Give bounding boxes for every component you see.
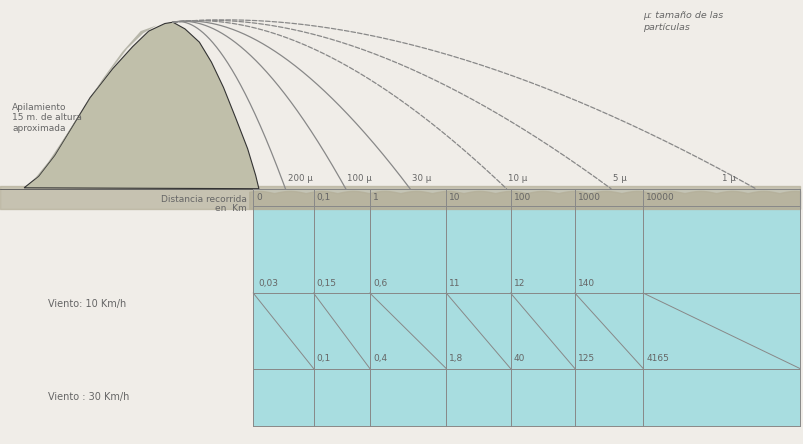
Text: 12: 12 <box>513 279 524 288</box>
Text: 0,15: 0,15 <box>316 279 336 288</box>
Text: 140: 140 <box>577 279 594 288</box>
Text: Viento: 10 Km/h: Viento: 10 Km/h <box>48 299 126 309</box>
Text: 0: 0 <box>256 193 262 202</box>
Text: 0,1: 0,1 <box>316 354 331 363</box>
Polygon shape <box>34 25 157 180</box>
Text: 0,1: 0,1 <box>316 193 331 202</box>
Text: 4165: 4165 <box>646 354 668 363</box>
Text: 5 μ: 5 μ <box>612 174 626 183</box>
Text: 40: 40 <box>513 354 524 363</box>
Text: 1,8: 1,8 <box>449 354 463 363</box>
Text: 125: 125 <box>577 354 594 363</box>
Bar <box>253 189 799 206</box>
Text: 1 μ: 1 μ <box>721 174 735 183</box>
Text: 1: 1 <box>373 193 378 202</box>
Text: 0,6: 0,6 <box>373 279 387 288</box>
Text: 1000: 1000 <box>577 193 601 202</box>
Text: 100: 100 <box>513 193 530 202</box>
Text: 11: 11 <box>449 279 460 288</box>
Text: 10: 10 <box>449 193 460 202</box>
Text: μ: tamaño de las
partículas: μ: tamaño de las partículas <box>642 11 723 32</box>
Text: 10000: 10000 <box>646 193 675 202</box>
Text: Viento : 30 Km/h: Viento : 30 Km/h <box>48 392 129 402</box>
Text: 100 μ: 100 μ <box>347 174 372 183</box>
Text: en  Km: en Km <box>215 204 247 213</box>
Bar <box>253 206 799 426</box>
Text: Apilamiento
15 m. de altura
aproximada: Apilamiento 15 m. de altura aproximada <box>12 103 82 133</box>
Text: Distancia recorrida: Distancia recorrida <box>161 195 247 204</box>
Text: 0,4: 0,4 <box>373 354 387 363</box>
Text: 30 μ: 30 μ <box>411 174 430 183</box>
Polygon shape <box>24 22 259 189</box>
Text: 0,03: 0,03 <box>258 279 278 288</box>
Text: 200 μ: 200 μ <box>287 174 312 183</box>
Bar <box>253 189 799 206</box>
Text: 10 μ: 10 μ <box>507 174 527 183</box>
